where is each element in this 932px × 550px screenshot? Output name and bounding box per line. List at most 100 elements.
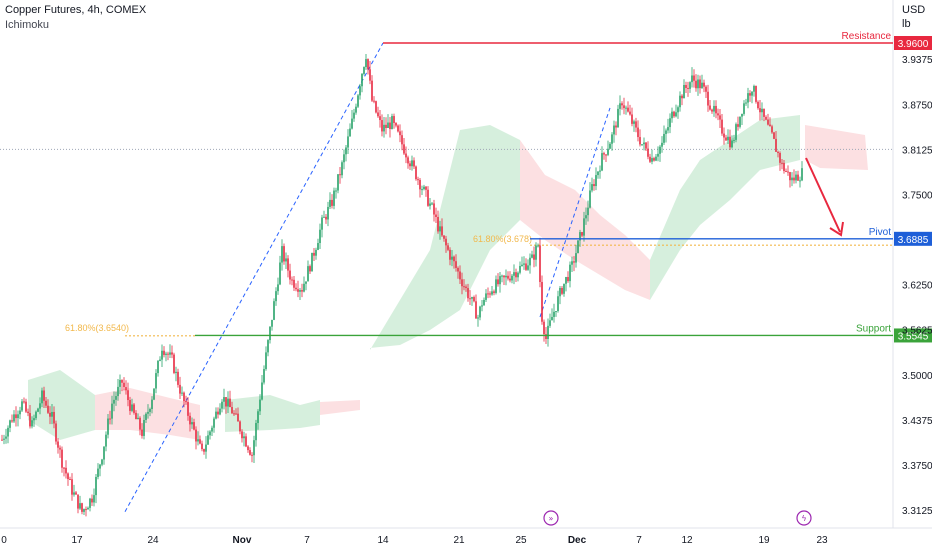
candle-body xyxy=(443,235,445,239)
candle-body xyxy=(337,174,339,191)
candle xyxy=(643,137,645,151)
candle xyxy=(565,276,567,292)
candle xyxy=(791,172,793,187)
candle-body xyxy=(159,359,161,361)
candle-body xyxy=(571,261,573,265)
candle xyxy=(693,69,695,88)
candle-body xyxy=(373,100,375,102)
candle xyxy=(237,407,239,422)
candle-body xyxy=(411,160,413,167)
candle-body xyxy=(15,414,17,419)
candle xyxy=(535,242,537,267)
candle xyxy=(709,100,711,111)
candle-body xyxy=(743,103,745,114)
candle-body xyxy=(165,353,167,355)
candle xyxy=(653,156,655,162)
candle-body xyxy=(797,174,799,181)
chart-title[interactable]: Copper Futures, 4h, COMEX xyxy=(5,4,147,16)
candle-body xyxy=(799,180,801,182)
candle xyxy=(687,81,689,97)
candle xyxy=(367,58,369,75)
candle xyxy=(203,448,205,455)
candle-body xyxy=(85,509,87,511)
candle xyxy=(793,169,795,184)
candle xyxy=(31,416,33,429)
candle xyxy=(85,506,87,517)
candle xyxy=(259,394,261,416)
ichimoku-cloud-segment xyxy=(520,140,650,300)
candle-body xyxy=(435,214,437,218)
candle xyxy=(193,418,195,431)
x-tick-label: 12 xyxy=(681,535,693,546)
candle-body xyxy=(357,95,359,107)
candle-body xyxy=(11,420,13,422)
y-tick-label: 3.6250 xyxy=(902,281,932,292)
candle-body xyxy=(771,126,773,133)
candle xyxy=(359,83,361,100)
candle xyxy=(5,428,7,444)
candle xyxy=(593,179,595,191)
candle-body xyxy=(233,413,235,415)
candle-body xyxy=(347,136,349,148)
candle-body xyxy=(145,413,147,420)
candle xyxy=(43,386,45,409)
candle-body xyxy=(493,291,495,293)
candle-body xyxy=(75,492,77,495)
price-tag-value: 3.9600 xyxy=(898,39,929,50)
candle xyxy=(99,463,101,477)
y-tick-label: 3.4375 xyxy=(902,416,932,427)
candle xyxy=(543,319,545,342)
candle-body xyxy=(95,476,97,496)
candle-body xyxy=(751,91,753,96)
y-tick-label: 3.5625 xyxy=(902,326,932,337)
candle xyxy=(753,84,755,97)
y-tick-label: 3.8125 xyxy=(902,145,932,156)
candle xyxy=(39,397,41,415)
candle xyxy=(781,158,783,170)
candle xyxy=(243,431,245,447)
candle-body xyxy=(121,379,123,383)
candle-body xyxy=(675,112,677,117)
candle xyxy=(657,146,659,162)
price-tag-value: 3.5545 xyxy=(898,331,929,342)
candle xyxy=(673,110,675,118)
candle-body xyxy=(199,439,201,444)
indicator-label[interactable]: Ichimoku xyxy=(5,19,50,31)
candle-body xyxy=(463,286,465,288)
candle xyxy=(683,79,685,99)
candle xyxy=(157,360,159,377)
candle xyxy=(727,129,729,145)
candle xyxy=(391,113,393,130)
candle xyxy=(689,81,691,93)
candle xyxy=(317,238,319,251)
candle-body xyxy=(537,245,539,247)
candle xyxy=(765,115,767,121)
candle xyxy=(13,410,15,424)
candle xyxy=(273,298,275,321)
candle-body xyxy=(733,139,735,141)
candle xyxy=(725,134,727,141)
candle-body xyxy=(299,290,301,292)
candle xyxy=(303,276,305,293)
candle-body xyxy=(639,137,641,145)
candle-body xyxy=(275,291,277,302)
candle xyxy=(169,344,171,358)
candle-body xyxy=(397,125,399,132)
candle xyxy=(647,141,649,160)
candle-body xyxy=(489,293,491,295)
candle xyxy=(571,256,573,272)
candle-body xyxy=(227,398,229,407)
candle-body xyxy=(289,270,291,280)
candle xyxy=(521,256,523,267)
candle-body xyxy=(177,371,179,385)
candle xyxy=(631,107,633,127)
candle xyxy=(7,425,9,444)
candle xyxy=(413,157,415,170)
candle-body xyxy=(235,413,237,415)
candle-body xyxy=(499,276,501,285)
candle xyxy=(469,290,471,306)
candle-body xyxy=(349,128,351,137)
candle xyxy=(175,366,177,382)
candle-body xyxy=(291,279,293,281)
